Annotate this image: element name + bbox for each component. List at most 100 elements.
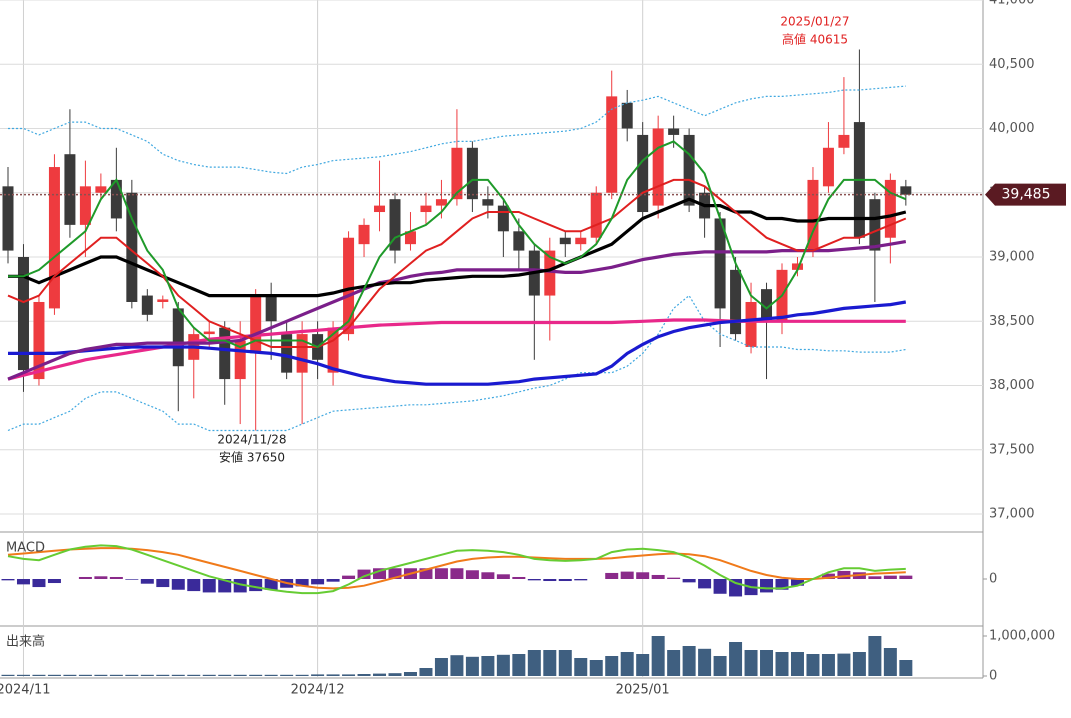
volume-bar bbox=[218, 674, 232, 676]
volume-bar bbox=[465, 656, 479, 676]
macd-histogram-bar bbox=[109, 576, 123, 579]
candle-body bbox=[590, 192, 602, 238]
candle-body bbox=[420, 205, 432, 213]
macd-histogram-bar bbox=[698, 579, 712, 589]
macd-histogram-bar bbox=[16, 579, 30, 585]
volume-bar bbox=[156, 674, 170, 676]
macd-histogram-bar bbox=[94, 576, 108, 579]
y-tick-label: 40,500 bbox=[989, 57, 1035, 72]
volume-bar bbox=[543, 650, 557, 676]
volume-bar bbox=[636, 654, 650, 676]
indicator-line bbox=[7, 294, 906, 432]
volume-bar bbox=[47, 674, 61, 676]
candle-body bbox=[404, 231, 416, 245]
candle-body bbox=[451, 147, 463, 200]
candle-body bbox=[482, 199, 494, 206]
volume-bar bbox=[295, 674, 309, 676]
candle-body bbox=[141, 295, 153, 315]
candle-body bbox=[64, 154, 76, 225]
volume-bar bbox=[790, 652, 804, 676]
macd-histogram-bar bbox=[1, 579, 15, 581]
indicator-line bbox=[8, 140, 907, 349]
volume-bar bbox=[171, 674, 185, 676]
candle-body bbox=[606, 96, 618, 193]
macd-histogram-bar bbox=[682, 579, 696, 583]
y-tick-label: 38,500 bbox=[989, 314, 1035, 329]
volume-bar bbox=[558, 650, 572, 676]
candle-body bbox=[791, 263, 803, 270]
macd-histogram-bar bbox=[760, 579, 774, 593]
y-tick-label: 1,000,000 bbox=[989, 629, 1055, 644]
candle-body bbox=[172, 308, 184, 367]
volume-bar bbox=[78, 674, 92, 676]
volume-bar bbox=[357, 674, 371, 676]
volume-bar bbox=[202, 674, 216, 676]
macd-histogram-bar bbox=[558, 579, 572, 582]
candle-body bbox=[900, 186, 912, 195]
volume-bar bbox=[775, 652, 789, 676]
macd-histogram-bar bbox=[636, 572, 650, 579]
y-tick-label: 0 bbox=[989, 669, 997, 684]
candle-body bbox=[265, 295, 277, 322]
candle-body bbox=[435, 199, 447, 206]
indicator-line bbox=[8, 300, 907, 386]
volume-bar bbox=[620, 652, 634, 676]
low-text: 安値 37650 bbox=[219, 450, 285, 465]
volume-bar bbox=[403, 672, 417, 676]
macd-histogram-bar bbox=[171, 579, 185, 590]
macd-histogram-bar bbox=[388, 568, 402, 579]
candle-body bbox=[466, 147, 478, 200]
macd-histogram-bar bbox=[357, 569, 371, 579]
macd-histogram-bar bbox=[264, 579, 278, 590]
macd-histogram-bar bbox=[527, 579, 541, 581]
candle-body bbox=[389, 199, 401, 251]
volume-bar bbox=[311, 674, 325, 676]
volume-bar bbox=[233, 674, 247, 676]
candle-body bbox=[637, 134, 649, 213]
candle-body bbox=[652, 128, 664, 206]
volume-bar bbox=[373, 673, 387, 676]
candle-body bbox=[79, 186, 91, 225]
volume-bar bbox=[450, 655, 464, 676]
volume-bar bbox=[682, 646, 696, 676]
last-price-tag bbox=[985, 183, 1066, 206]
macd-histogram-bar bbox=[47, 579, 61, 584]
volume-bar bbox=[852, 652, 866, 676]
volume-bar bbox=[496, 654, 510, 676]
macd-histogram-bar bbox=[187, 579, 201, 592]
volume-bar bbox=[868, 636, 882, 676]
candle-body bbox=[203, 331, 215, 335]
macd-histogram-bar bbox=[295, 579, 309, 587]
macd-title: MACD bbox=[6, 541, 45, 556]
macd-histogram-bar bbox=[156, 579, 170, 588]
volume-bar bbox=[713, 656, 727, 676]
volume-bar bbox=[326, 674, 340, 676]
macd-histogram-bar bbox=[311, 579, 325, 585]
macd-histogram-bar bbox=[373, 568, 387, 579]
volume-bar bbox=[94, 674, 108, 676]
volume-bar bbox=[837, 653, 851, 676]
candle-body bbox=[745, 301, 757, 347]
last-price-label: 39,485 bbox=[1002, 187, 1051, 203]
macd-histogram-bar bbox=[342, 575, 356, 579]
candle-body bbox=[374, 205, 386, 213]
volume-bar bbox=[589, 660, 603, 676]
candle-body bbox=[17, 257, 29, 371]
macd-histogram-bar bbox=[233, 579, 247, 593]
candle-body bbox=[575, 237, 587, 245]
macd-histogram-bar bbox=[450, 568, 464, 579]
y-tick-label: 40,000 bbox=[989, 121, 1035, 136]
candle-body bbox=[33, 301, 45, 380]
volume-bar bbox=[729, 642, 743, 676]
candle-body bbox=[714, 218, 726, 309]
macd-histogram-bar bbox=[218, 579, 232, 593]
candle-body bbox=[327, 327, 339, 373]
macd-histogram-bar bbox=[620, 571, 634, 579]
candle-body bbox=[730, 269, 742, 335]
candle-body bbox=[668, 128, 680, 135]
macd-histogram-bar bbox=[574, 579, 588, 581]
high-text: 高値 40615 bbox=[782, 32, 848, 47]
macd-histogram-bar bbox=[496, 574, 510, 579]
macd-histogram-bar bbox=[883, 575, 897, 579]
macd-histogram-bar bbox=[512, 576, 526, 579]
